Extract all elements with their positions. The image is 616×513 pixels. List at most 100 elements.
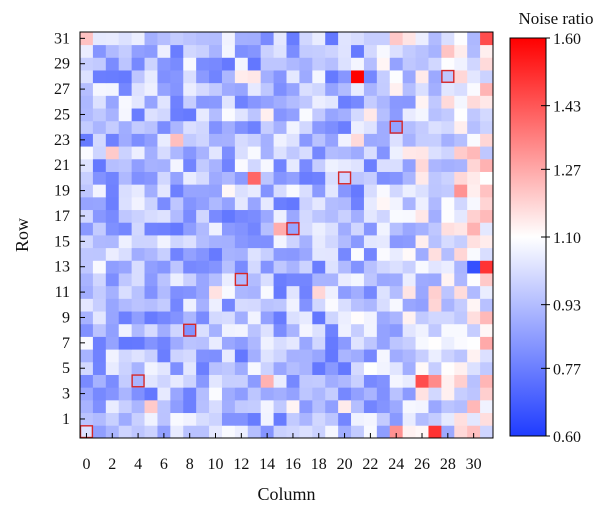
heatmap-cell (480, 222, 494, 236)
heatmap-cell (299, 120, 313, 134)
heatmap-cell (480, 399, 494, 414)
heatmap-cell (286, 209, 300, 223)
heatmap-cell (196, 336, 210, 350)
heatmap-cell (209, 44, 223, 58)
x-tick-label: 12 (233, 456, 249, 473)
heatmap-cell (428, 82, 442, 96)
heatmap-cell (312, 95, 326, 109)
heatmap-cell (118, 146, 133, 160)
heatmap-cell (118, 349, 133, 363)
heatmap-cell (170, 146, 184, 160)
heatmap-cell (144, 146, 158, 160)
heatmap-cell (428, 108, 442, 122)
heatmap-cell (299, 70, 313, 84)
x-tick-label: 0 (82, 456, 90, 473)
heatmap-cell (467, 120, 481, 134)
heatmap-cell (389, 298, 404, 312)
heatmap-cell (467, 44, 481, 58)
heatmap-cell (467, 273, 481, 287)
heatmap-cell (402, 260, 416, 274)
heatmap-cell (183, 196, 197, 211)
heatmap-cell (260, 184, 274, 198)
heatmap-cell (157, 361, 171, 375)
heatmap-cell (299, 158, 313, 172)
heatmap-cell (351, 196, 365, 211)
heatmap-cell (389, 285, 404, 299)
heatmap-cell (144, 70, 158, 84)
heatmap-cell (196, 311, 210, 325)
heatmap-cell (273, 285, 287, 299)
heatmap-cell (221, 171, 236, 185)
heatmap-cell (325, 323, 339, 337)
heatmap-cell (299, 235, 313, 249)
heatmap-cell (196, 120, 210, 134)
heatmap-cell (196, 209, 210, 223)
heatmap-cell (131, 425, 145, 439)
heatmap-cell (363, 184, 378, 198)
heatmap-cell (105, 323, 120, 337)
heatmap-cell (118, 108, 133, 122)
heatmap-cell (273, 184, 287, 198)
heatmap-cell (157, 412, 171, 426)
heatmap-cell (196, 361, 210, 375)
heatmap-cell (467, 95, 481, 109)
heatmap-cell (312, 57, 326, 71)
y-tick-label: 11 (55, 284, 70, 301)
heatmap-cell (234, 184, 249, 198)
heatmap-cell (480, 95, 494, 109)
heatmap-cell (183, 387, 197, 401)
heatmap-cell (415, 260, 429, 274)
heatmap-cell (80, 387, 94, 401)
heatmap-cell (363, 171, 378, 185)
heatmap-cell (170, 260, 184, 274)
heatmap-cell (286, 273, 300, 287)
heatmap-cell (209, 184, 223, 198)
heatmap-cell (234, 158, 249, 172)
heatmap-cell (105, 311, 120, 325)
heatmap-cell (144, 374, 158, 388)
heatmap-cell (170, 171, 184, 185)
heatmap-cell (247, 399, 262, 414)
heatmap-cell (428, 285, 442, 299)
heatmap-cell (351, 171, 365, 185)
heatmap-cell (454, 336, 468, 350)
heatmap-cell (170, 196, 184, 211)
heatmap-cell (118, 311, 133, 325)
heatmap-cell (467, 158, 481, 172)
heatmap-cell (312, 44, 326, 58)
heatmap-cell (351, 387, 365, 401)
heatmap-cell (467, 247, 481, 261)
heatmap-cell (480, 209, 494, 223)
heatmap-cell (467, 209, 481, 223)
heatmap-cell (105, 70, 120, 84)
heatmap-cell (299, 222, 313, 236)
heatmap-cell (234, 57, 249, 71)
heatmap-cell (273, 146, 287, 160)
heatmap-cell (80, 196, 94, 211)
heatmap-cell (131, 311, 145, 325)
heatmap-cell (144, 158, 158, 172)
heatmap-cell (389, 387, 404, 401)
heatmap-cell (105, 95, 120, 109)
heatmap-cell (454, 158, 468, 172)
heatmap-cell (325, 285, 339, 299)
heatmap-cell (415, 184, 429, 198)
heatmap-cell (441, 336, 455, 350)
heatmap-cell (170, 273, 184, 287)
heatmap-cell (209, 146, 223, 160)
x-tick-label: 24 (388, 456, 404, 473)
heatmap-cell (144, 425, 158, 439)
heatmap-cell (351, 209, 365, 223)
heatmap-cell (299, 247, 313, 261)
heatmap-cell (273, 196, 287, 211)
heatmap-cell (196, 247, 210, 261)
heatmap-cell (415, 399, 429, 414)
heatmap-cell (338, 425, 352, 439)
heatmap-cell (286, 158, 300, 172)
heatmap-cell (312, 374, 326, 388)
heatmap-cell (441, 235, 455, 249)
heatmap-cell (454, 387, 468, 401)
heatmap-cell (338, 336, 352, 350)
heatmap-cell (131, 95, 145, 109)
heatmap-cell (376, 171, 391, 185)
